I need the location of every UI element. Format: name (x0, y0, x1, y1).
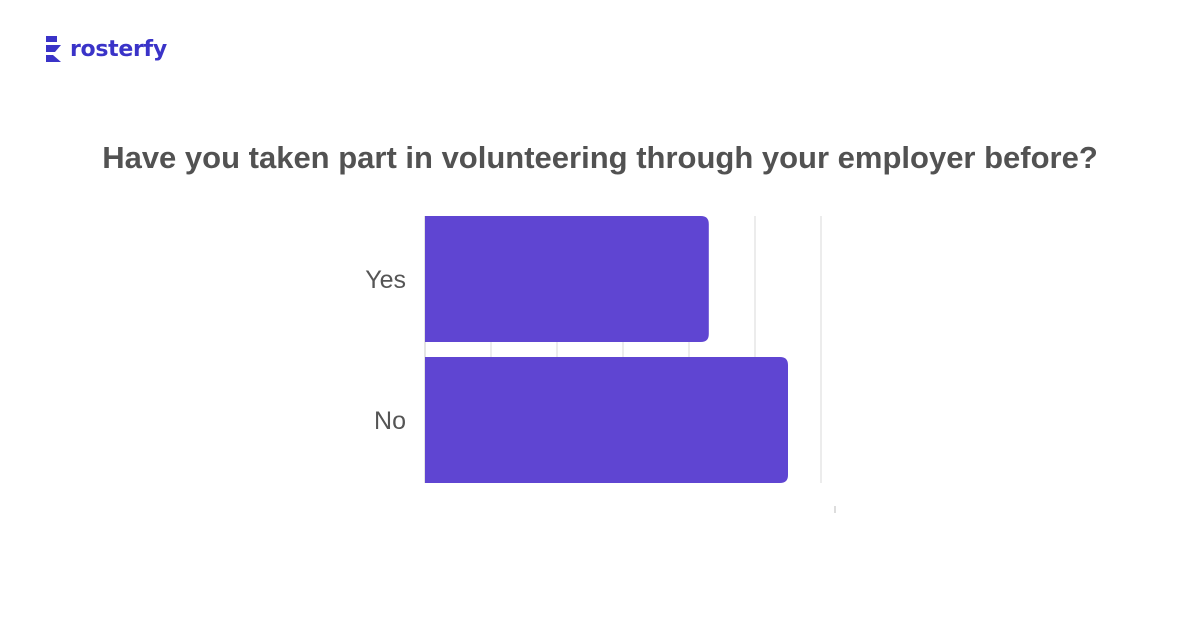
rosterfy-logo-icon (46, 36, 61, 62)
bars (425, 216, 788, 483)
bar-no (425, 357, 788, 483)
category-labels: Yes No (365, 266, 406, 435)
category-label-no: No (374, 407, 406, 435)
category-label-yes: Yes (365, 266, 406, 294)
chart-title: Have you taken part in volunteering thro… (102, 140, 1098, 175)
brand-name: rosterfy (70, 36, 167, 62)
bar-yes (425, 216, 709, 342)
rosterfy-logo: rosterfy (44, 34, 167, 64)
